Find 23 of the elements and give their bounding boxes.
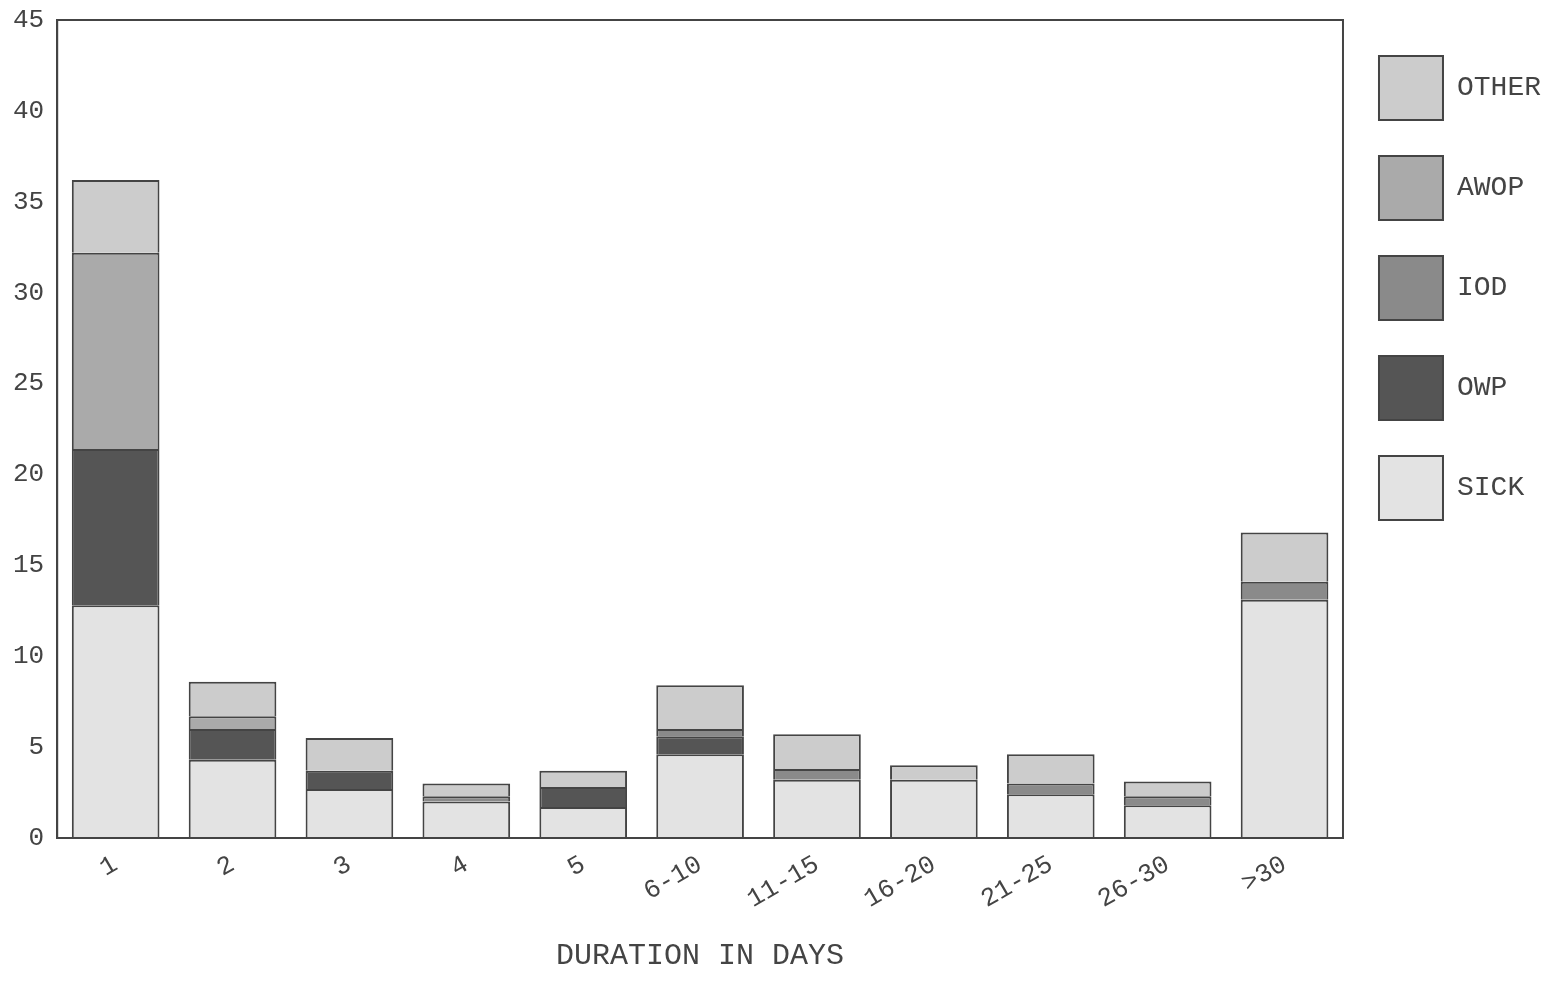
y-tick-label: 20	[12, 459, 45, 490]
y-tick-label: 30	[12, 277, 45, 308]
x-tick-label: 1	[94, 849, 124, 884]
legend-label: IOD	[1456, 272, 1508, 304]
legend-label: OWP	[1456, 372, 1508, 404]
x-tick-label: 5	[562, 849, 591, 884]
y-tick-label: 25	[12, 368, 45, 399]
y-tick-label: 10	[12, 641, 45, 672]
x-tick-label: 4	[445, 849, 474, 884]
y-tick-label: 5	[28, 731, 45, 762]
x-axis-title: DURATION IN DAYS	[556, 938, 845, 973]
y-tick-label: 15	[12, 550, 45, 581]
y-tick-label: 0	[28, 822, 45, 853]
x-tick-label: >30	[1236, 849, 1292, 899]
y-tick-label: 35	[12, 186, 45, 217]
x-tick-label: 3	[328, 849, 357, 884]
legend-label: SICK	[1456, 472, 1525, 504]
y-tick-label: 40	[12, 95, 45, 126]
x-tick-label: 2	[211, 849, 240, 884]
y-tick-label: 45	[12, 4, 45, 35]
legend-label: OTHER	[1456, 72, 1542, 104]
legend-label: AWOP	[1456, 172, 1525, 204]
x-tick-label: 6-10	[638, 849, 708, 907]
